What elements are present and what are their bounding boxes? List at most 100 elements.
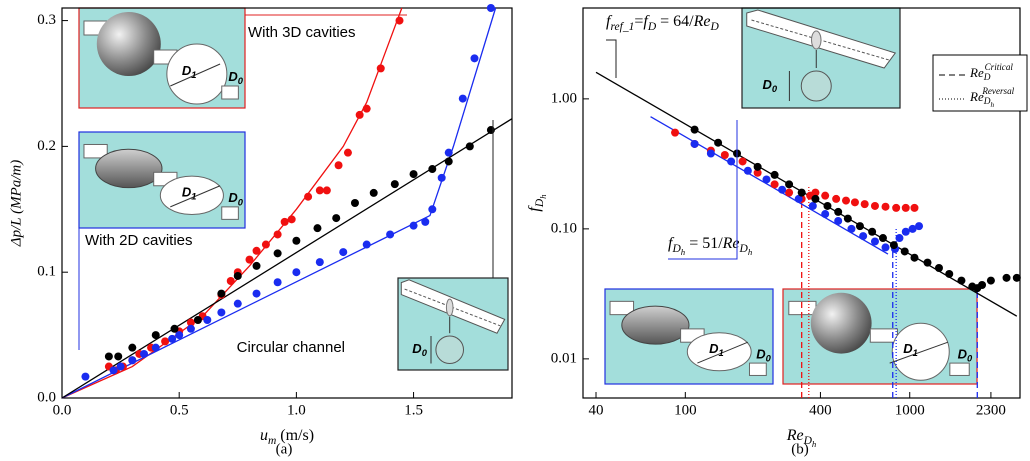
data-point <box>809 202 817 210</box>
data-point <box>281 218 289 226</box>
data-point <box>234 300 242 308</box>
inset: D1D0 <box>79 132 245 228</box>
data-point <box>161 337 169 345</box>
data-point <box>987 277 995 285</box>
data-point <box>834 208 842 216</box>
data-point <box>856 222 864 230</box>
y-tick-label: 0.01 <box>551 350 577 366</box>
tube-section <box>446 299 453 316</box>
data-point <box>339 248 347 256</box>
data-point <box>288 215 296 223</box>
y-tick-label: 0.1 <box>37 264 56 280</box>
formula: fDh = 51/ReDh <box>668 235 753 257</box>
data-point <box>370 189 378 197</box>
fit-line <box>651 117 888 254</box>
y-tick-label: 1.00 <box>551 90 577 106</box>
data-point <box>798 189 806 197</box>
data-point <box>363 105 371 113</box>
data-point <box>895 234 903 242</box>
text-part: Reversal <box>981 86 1014 96</box>
data-point <box>861 200 869 208</box>
data-point <box>377 64 385 72</box>
data-point <box>313 224 321 232</box>
data-point <box>168 335 176 343</box>
y-tick-label: 0.3 <box>37 12 56 28</box>
data-point <box>386 230 394 238</box>
y-tick-label: 0.0 <box>37 389 56 405</box>
text-part: Critical <box>985 62 1014 72</box>
data-point <box>778 186 786 194</box>
text-part: h <box>748 247 753 257</box>
x-tick-label: 40 <box>589 402 604 418</box>
x-tick-label: 2300 <box>976 402 1006 418</box>
data-point <box>140 350 148 358</box>
data-point <box>834 217 842 225</box>
data-point <box>323 186 331 194</box>
data-point <box>785 189 793 197</box>
x-tick-label: 100 <box>674 402 697 418</box>
caption: (a) <box>276 441 293 457</box>
y-axis-label: fDh <box>526 194 548 212</box>
data-point <box>152 344 160 352</box>
text-part: 0 <box>238 198 244 208</box>
data-point <box>445 157 453 165</box>
text-part: u <box>260 427 268 444</box>
data-point <box>428 205 436 213</box>
data-point <box>253 290 261 298</box>
text-part: D <box>710 21 720 33</box>
data-point <box>292 237 300 245</box>
text-part: Re <box>969 65 984 80</box>
outlet <box>749 363 766 375</box>
data-point <box>957 277 965 285</box>
data-point <box>844 215 852 223</box>
data-point <box>292 268 300 276</box>
cavity <box>96 149 162 187</box>
data-point <box>882 243 890 251</box>
data-point <box>227 277 235 285</box>
data-point <box>671 129 679 137</box>
data-point <box>459 95 467 103</box>
data-point <box>821 192 829 200</box>
text-part: h <box>812 439 817 449</box>
data-point <box>274 230 282 238</box>
data-point <box>871 202 879 210</box>
data-point <box>445 149 453 157</box>
data-point <box>246 256 254 264</box>
x-tick-label: 1.5 <box>404 402 423 418</box>
text-part: h <box>990 101 994 109</box>
data-point <box>811 195 819 203</box>
data-point <box>217 308 225 316</box>
text-part: = 64/ <box>656 13 694 30</box>
data-point <box>859 232 867 240</box>
data-point <box>187 325 195 333</box>
data-point <box>234 272 242 280</box>
data-point <box>304 193 312 201</box>
data-point <box>203 316 211 324</box>
data-point <box>410 170 418 178</box>
inset: D0 <box>398 278 508 370</box>
section <box>801 71 831 101</box>
y-axis-label: Δp/L (MPa/m) <box>8 160 24 247</box>
data-point <box>892 204 900 212</box>
data-point <box>771 171 779 179</box>
series-annotation: Circular channel <box>237 339 345 356</box>
data-point <box>316 186 324 194</box>
text-part: D <box>983 73 991 83</box>
data-point <box>915 222 923 230</box>
text-part: 1 <box>191 71 196 81</box>
text-part: Re <box>693 13 711 30</box>
x-tick-label: 1000 <box>895 402 925 418</box>
data-point <box>114 352 122 360</box>
text-part: = 51/ <box>685 235 723 252</box>
data-point <box>351 199 359 207</box>
data-point <box>823 202 831 210</box>
outlet <box>222 86 239 99</box>
text-part: 0 <box>766 354 772 364</box>
outlet <box>222 207 239 219</box>
x-tick-label: 400 <box>809 402 832 418</box>
data-point <box>754 163 762 171</box>
data-point <box>910 254 918 262</box>
x-tick-label: 0.5 <box>170 402 189 418</box>
data-point <box>935 264 943 272</box>
text-part: h <box>538 194 548 199</box>
